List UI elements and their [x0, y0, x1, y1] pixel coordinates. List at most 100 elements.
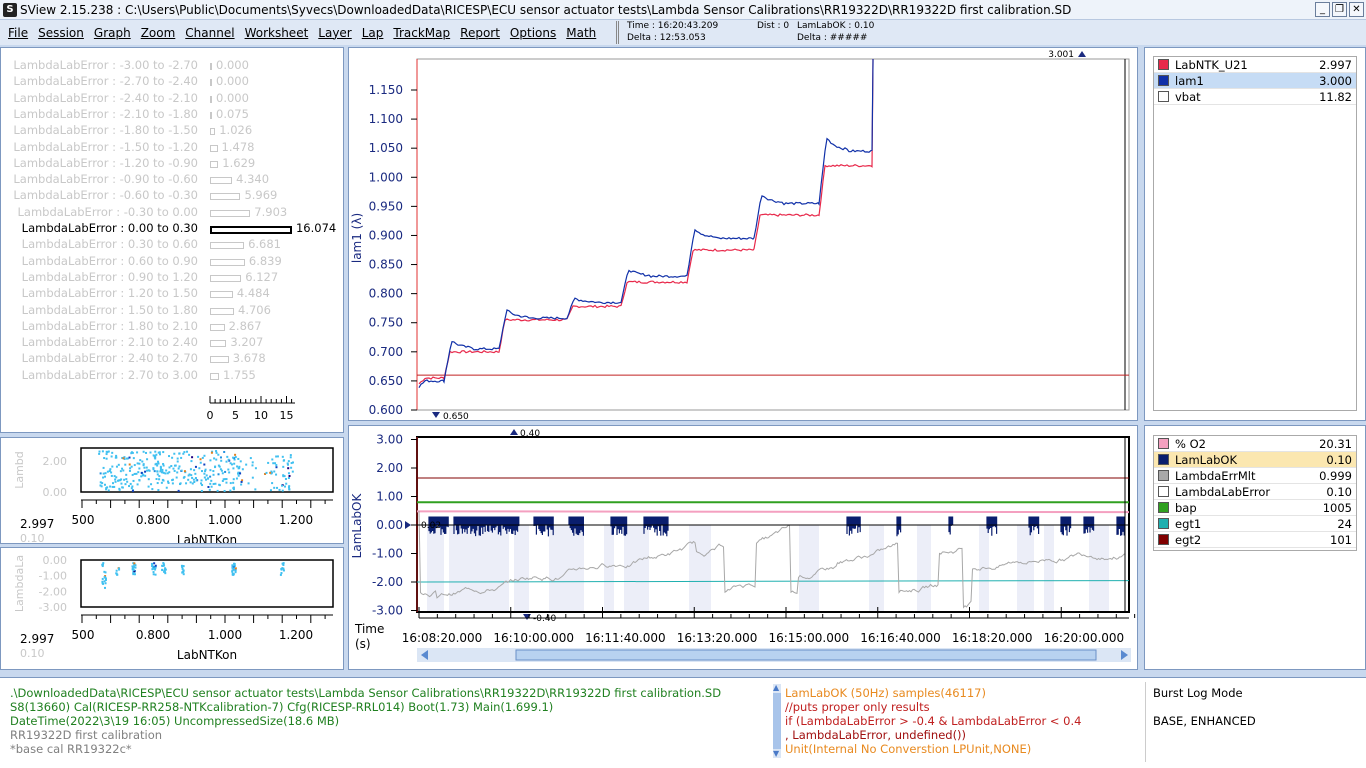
time-tick-label: 16:13:20.000: [677, 631, 758, 645]
scatter-point: [130, 487, 133, 490]
scatter-point: [138, 467, 141, 470]
scatter-point: [126, 480, 129, 483]
y-axis-label: LambdaLa: [13, 555, 26, 612]
menu-math[interactable]: Math: [566, 25, 597, 40]
legend-panel-bottom: % O2 20.31 LamLabOK 0.10 LambdaErrMlt 0.999 La…: [1144, 425, 1366, 670]
bin-bar: [210, 144, 218, 152]
histogram-row[interactable]: LambdaLabError : -1.50 to -1.20 1.478: [1, 140, 341, 156]
legend-item-vbat[interactable]: vbat 11.82: [1154, 89, 1356, 105]
scatter-panel-1[interactable]: 2.00 0.00 Lambd 500 0.800 1.000 1.200 LabNTKon 2…: [0, 437, 344, 547]
menu-file[interactable]: File: [8, 25, 29, 40]
menu-channel[interactable]: Channel: [185, 25, 235, 40]
channel-value: 24: [1337, 516, 1352, 531]
restore-button[interactable]: ❐: [1332, 2, 1347, 17]
histogram-row[interactable]: LambdaLabError : 1.80 to 2.10 2.867: [1, 319, 341, 335]
legend-item--o2[interactable]: % O2 20.31: [1154, 436, 1356, 452]
bin-label: LambdaLabError : 0.60 to 0.90: [21, 253, 198, 268]
histogram-row[interactable]: LambdaLabError : 2.70 to 3.00 1.755: [1, 368, 341, 384]
histogram-row[interactable]: LambdaLabError : -0.90 to -0.60 4.340: [1, 172, 341, 188]
histogram-row[interactable]: LambdaLabError : 2.40 to 2.70 3.678: [1, 351, 341, 367]
scatter-point: [161, 468, 164, 471]
bin-label: LambdaLabError : 1.20 to 1.50: [21, 286, 198, 301]
histogram-row[interactable]: LambdaLabError : -0.30 to 0.00 7.903: [1, 205, 341, 221]
scatter-point: [229, 489, 232, 492]
y-tick-label: 0.700: [369, 345, 403, 359]
menu-layer[interactable]: Layer: [318, 25, 352, 40]
bin-bar: [210, 340, 227, 348]
math-expression-line: LamLabOK (50Hz) samples(46117): [785, 686, 986, 700]
time-scrollbar[interactable]: [417, 648, 1131, 662]
scatter-panel-2[interactable]: 0.00 -1.00 -2.00 -3.00 LambdaLa 500 0.800 1.000…: [0, 547, 344, 670]
scatter-point: [280, 568, 283, 571]
scatter-point: [278, 488, 281, 491]
scatter-point: [290, 466, 293, 469]
menu-worksheet[interactable]: Worksheet: [244, 25, 309, 40]
histogram-row[interactable]: LambdaLabError : 1.50 to 1.80 4.706: [1, 303, 341, 319]
histogram-row[interactable]: LambdaLabError : -1.20 to -0.90 1.629: [1, 156, 341, 172]
scatter-point: [237, 474, 240, 477]
histogram-panel[interactable]: LambdaLabError : -3.00 to -2.70 0.000 Lamb…: [0, 47, 344, 433]
close-button[interactable]: ✕: [1349, 2, 1364, 17]
channel-value: 20.31: [1319, 436, 1352, 451]
legend-item-lamlabok[interactable]: LamLabOK 0.10: [1154, 452, 1356, 468]
menu-report[interactable]: Report: [460, 25, 500, 40]
scatter-point: [229, 462, 232, 465]
legend-item-egt2[interactable]: egt2 101: [1154, 532, 1356, 548]
scatter-point: [160, 481, 163, 484]
max-marker-icon: [510, 429, 518, 435]
scatter-point: [105, 487, 108, 490]
scatter-point: [247, 482, 250, 485]
bin-bar: [210, 242, 245, 250]
scatter-point: [186, 450, 189, 453]
bin-value: 4.706: [238, 302, 271, 317]
scatter-point: [105, 457, 108, 460]
histogram-row[interactable]: LambdaLabError : -2.40 to -2.10 0.000: [1, 91, 341, 107]
undefined-band: [427, 525, 444, 611]
histogram-row[interactable]: LambdaLabError : 0.00 to 0.30 16.074: [1, 221, 341, 237]
menu-zoom[interactable]: Zoom: [140, 25, 176, 40]
scatter-point: [236, 472, 239, 475]
histogram-row[interactable]: LambdaLabError : 1.20 to 1.50 4.484: [1, 286, 341, 302]
scatter-point: [275, 466, 278, 469]
legend-item-egt1[interactable]: egt1 24: [1154, 516, 1356, 532]
scatter-point: [210, 479, 213, 482]
scatter-point: [173, 452, 176, 455]
scatter-point: [164, 568, 167, 571]
histogram-row[interactable]: LambdaLabError : -3.00 to -2.70 0.000: [1, 58, 341, 74]
legend-item-lambdalaberror[interactable]: LambdaLabError 0.10: [1154, 484, 1356, 500]
menu-graph[interactable]: Graph: [93, 25, 131, 40]
lambda-graph-panel[interactable]: 1.150 1.100 1.050 1.000 0.950 0.900 0.850 0.800…: [348, 47, 1138, 422]
menu-lap[interactable]: Lap: [361, 25, 384, 40]
x-tick-label: 0.800: [136, 628, 170, 642]
menu-trackmap[interactable]: TrackMap: [393, 25, 451, 40]
legend-item-labntk-u21[interactable]: LabNTK_U21 2.997: [1154, 57, 1356, 73]
histogram-row[interactable]: LambdaLabError : -0.60 to -0.30 5.969: [1, 188, 341, 204]
scroll-right-icon[interactable]: [1121, 650, 1128, 660]
histogram-row[interactable]: LambdaLabError : -2.70 to -2.40 0.000: [1, 74, 341, 90]
scatter-point: [133, 464, 136, 467]
histogram-row[interactable]: LambdaLabError : -2.10 to -1.80 0.075: [1, 107, 341, 123]
scatter-point: [110, 471, 113, 474]
y-tick-label: 3.00: [376, 433, 403, 447]
histogram-row[interactable]: LambdaLabError : -1.80 to -1.50 1.026: [1, 123, 341, 139]
histogram-row[interactable]: LambdaLabError : 2.10 to 2.40 3.207: [1, 335, 341, 351]
legend-item-lam1[interactable]: lam1 3.000: [1154, 73, 1356, 89]
menu-session[interactable]: Session: [38, 25, 84, 40]
color-swatch-icon: [1158, 438, 1169, 449]
scroll-left-icon[interactable]: [421, 650, 428, 660]
histogram-row[interactable]: LambdaLabError : 0.90 to 1.20 6.127: [1, 270, 341, 286]
scatter-point: [161, 564, 164, 567]
scatter-point: [136, 462, 139, 465]
legend-item-lambdaerrmlt[interactable]: LambdaErrMlt 0.999: [1154, 468, 1356, 484]
math-scrollbar[interactable]: ▲ ▼: [773, 683, 781, 758]
minimize-button[interactable]: _: [1315, 2, 1330, 17]
scatter-point: [178, 465, 181, 468]
menu-options[interactable]: Options: [509, 25, 557, 40]
scatter-point: [227, 468, 230, 471]
legend-item-bap[interactable]: bap 1005: [1154, 500, 1356, 516]
bin-label: LambdaLabError : 2.70 to 3.00: [21, 367, 198, 382]
histogram-row[interactable]: LambdaLabError : 0.30 to 0.60 6.681: [1, 237, 341, 253]
histogram-row[interactable]: LambdaLabError : 0.60 to 0.90 6.839: [1, 254, 341, 270]
scatter-point: [103, 483, 106, 486]
lamlabok-graph-panel[interactable]: 3.00 2.00 1.00 0.00 -1.00 -2.00 -3.00 LamLabOK 0…: [348, 425, 1154, 670]
